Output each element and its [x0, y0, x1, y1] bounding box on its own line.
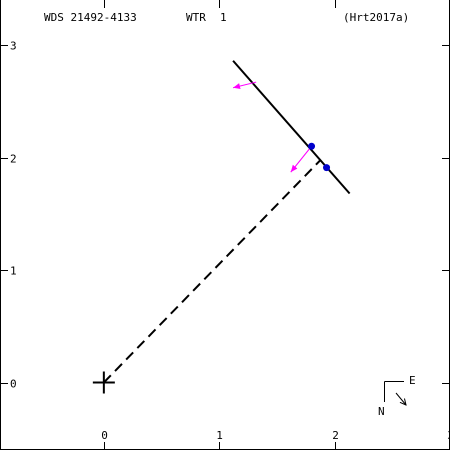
dashed-line — [103, 159, 322, 384]
component-label: 1 — [220, 11, 227, 24]
east-label: E — [409, 374, 416, 387]
orientation-indicator: E N — [378, 374, 416, 418]
residual-arrow — [290, 145, 312, 173]
wds-id: WDS 21492-4133 — [44, 11, 137, 24]
y-tick-label: 3 — [10, 40, 17, 53]
header: WDS 21492-4133 WTR 1 (Hrt2017a) — [44, 11, 409, 24]
y-tick-label: 2 — [10, 153, 17, 166]
motion-direction-arrow — [395, 392, 406, 405]
x-tick-label: 1 — [216, 429, 223, 442]
observation-point — [308, 142, 316, 150]
orbit-line — [232, 60, 351, 195]
y-tick-label: 0 — [10, 378, 17, 391]
axis-tick-labels: 0 1 2 3 0 1 2 3 — [10, 40, 450, 443]
reference-label: (Hrt2017a) — [343, 11, 409, 24]
residual-arrow — [232, 81, 257, 90]
x-tick-label: 3 — [447, 429, 450, 442]
data-layer — [92, 60, 351, 394]
x-tick-label: 0 — [101, 429, 108, 442]
y-tick-label: 1 — [10, 265, 17, 278]
discoverer-label: WTR — [186, 11, 206, 24]
north-label: N — [378, 405, 385, 418]
x-tick-label: 2 — [332, 429, 339, 442]
observation-point — [323, 164, 331, 172]
